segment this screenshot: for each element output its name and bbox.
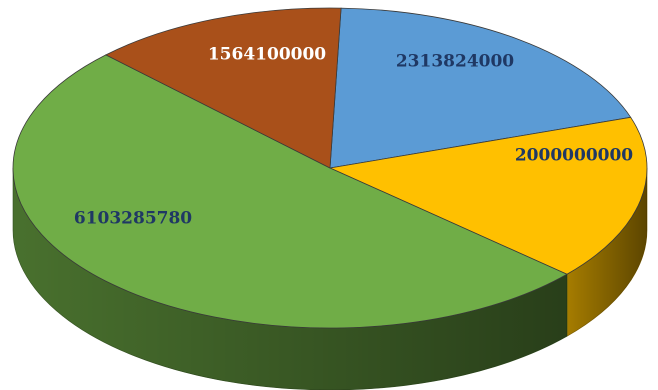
pie-tops (12, 7, 648, 329)
pie-slice-data-label: 2313824000 (396, 52, 514, 72)
pie-slice (104, 7, 342, 169)
pie-slice (12, 54, 568, 329)
pie-slice-data-label: 6103285780 (74, 209, 192, 229)
pie-slice-data-label: 2000000000 (515, 146, 633, 166)
pie-slice (328, 116, 648, 275)
pie-labels: 2313824000 2000000000 6103285780 1564100000 (74, 45, 633, 229)
pie-slice-data-label: 1564100000 (208, 45, 326, 65)
pie-slice-side-shading (566, 168, 647, 337)
pie-slice-side-shading (13, 168, 567, 390)
pie-slice (329, 7, 632, 169)
